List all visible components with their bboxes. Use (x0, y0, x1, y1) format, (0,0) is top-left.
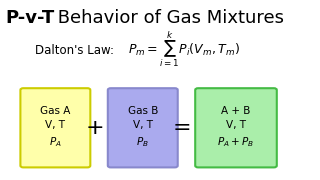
Text: Gas B
V, T
$P_B$: Gas B V, T $P_B$ (128, 106, 158, 149)
Text: Behavior of Gas Mixtures: Behavior of Gas Mixtures (52, 9, 284, 27)
Text: $P_m = \sum_{i=1}^{k} P_i\left(V_m, T_m\right)$: $P_m = \sum_{i=1}^{k} P_i\left(V_m, T_m\… (128, 30, 240, 69)
Text: P-v-T: P-v-T (6, 9, 55, 27)
Text: =: = (173, 118, 191, 138)
Text: Dalton's Law:: Dalton's Law: (35, 44, 114, 57)
Text: +: + (85, 118, 104, 138)
FancyBboxPatch shape (20, 88, 90, 167)
FancyBboxPatch shape (108, 88, 178, 167)
Text: Gas A
V, T
$P_A$: Gas A V, T $P_A$ (40, 106, 70, 149)
FancyBboxPatch shape (195, 88, 277, 167)
Text: A + B
V, T
$P_A + P_B$: A + B V, T $P_A + P_B$ (218, 106, 254, 149)
